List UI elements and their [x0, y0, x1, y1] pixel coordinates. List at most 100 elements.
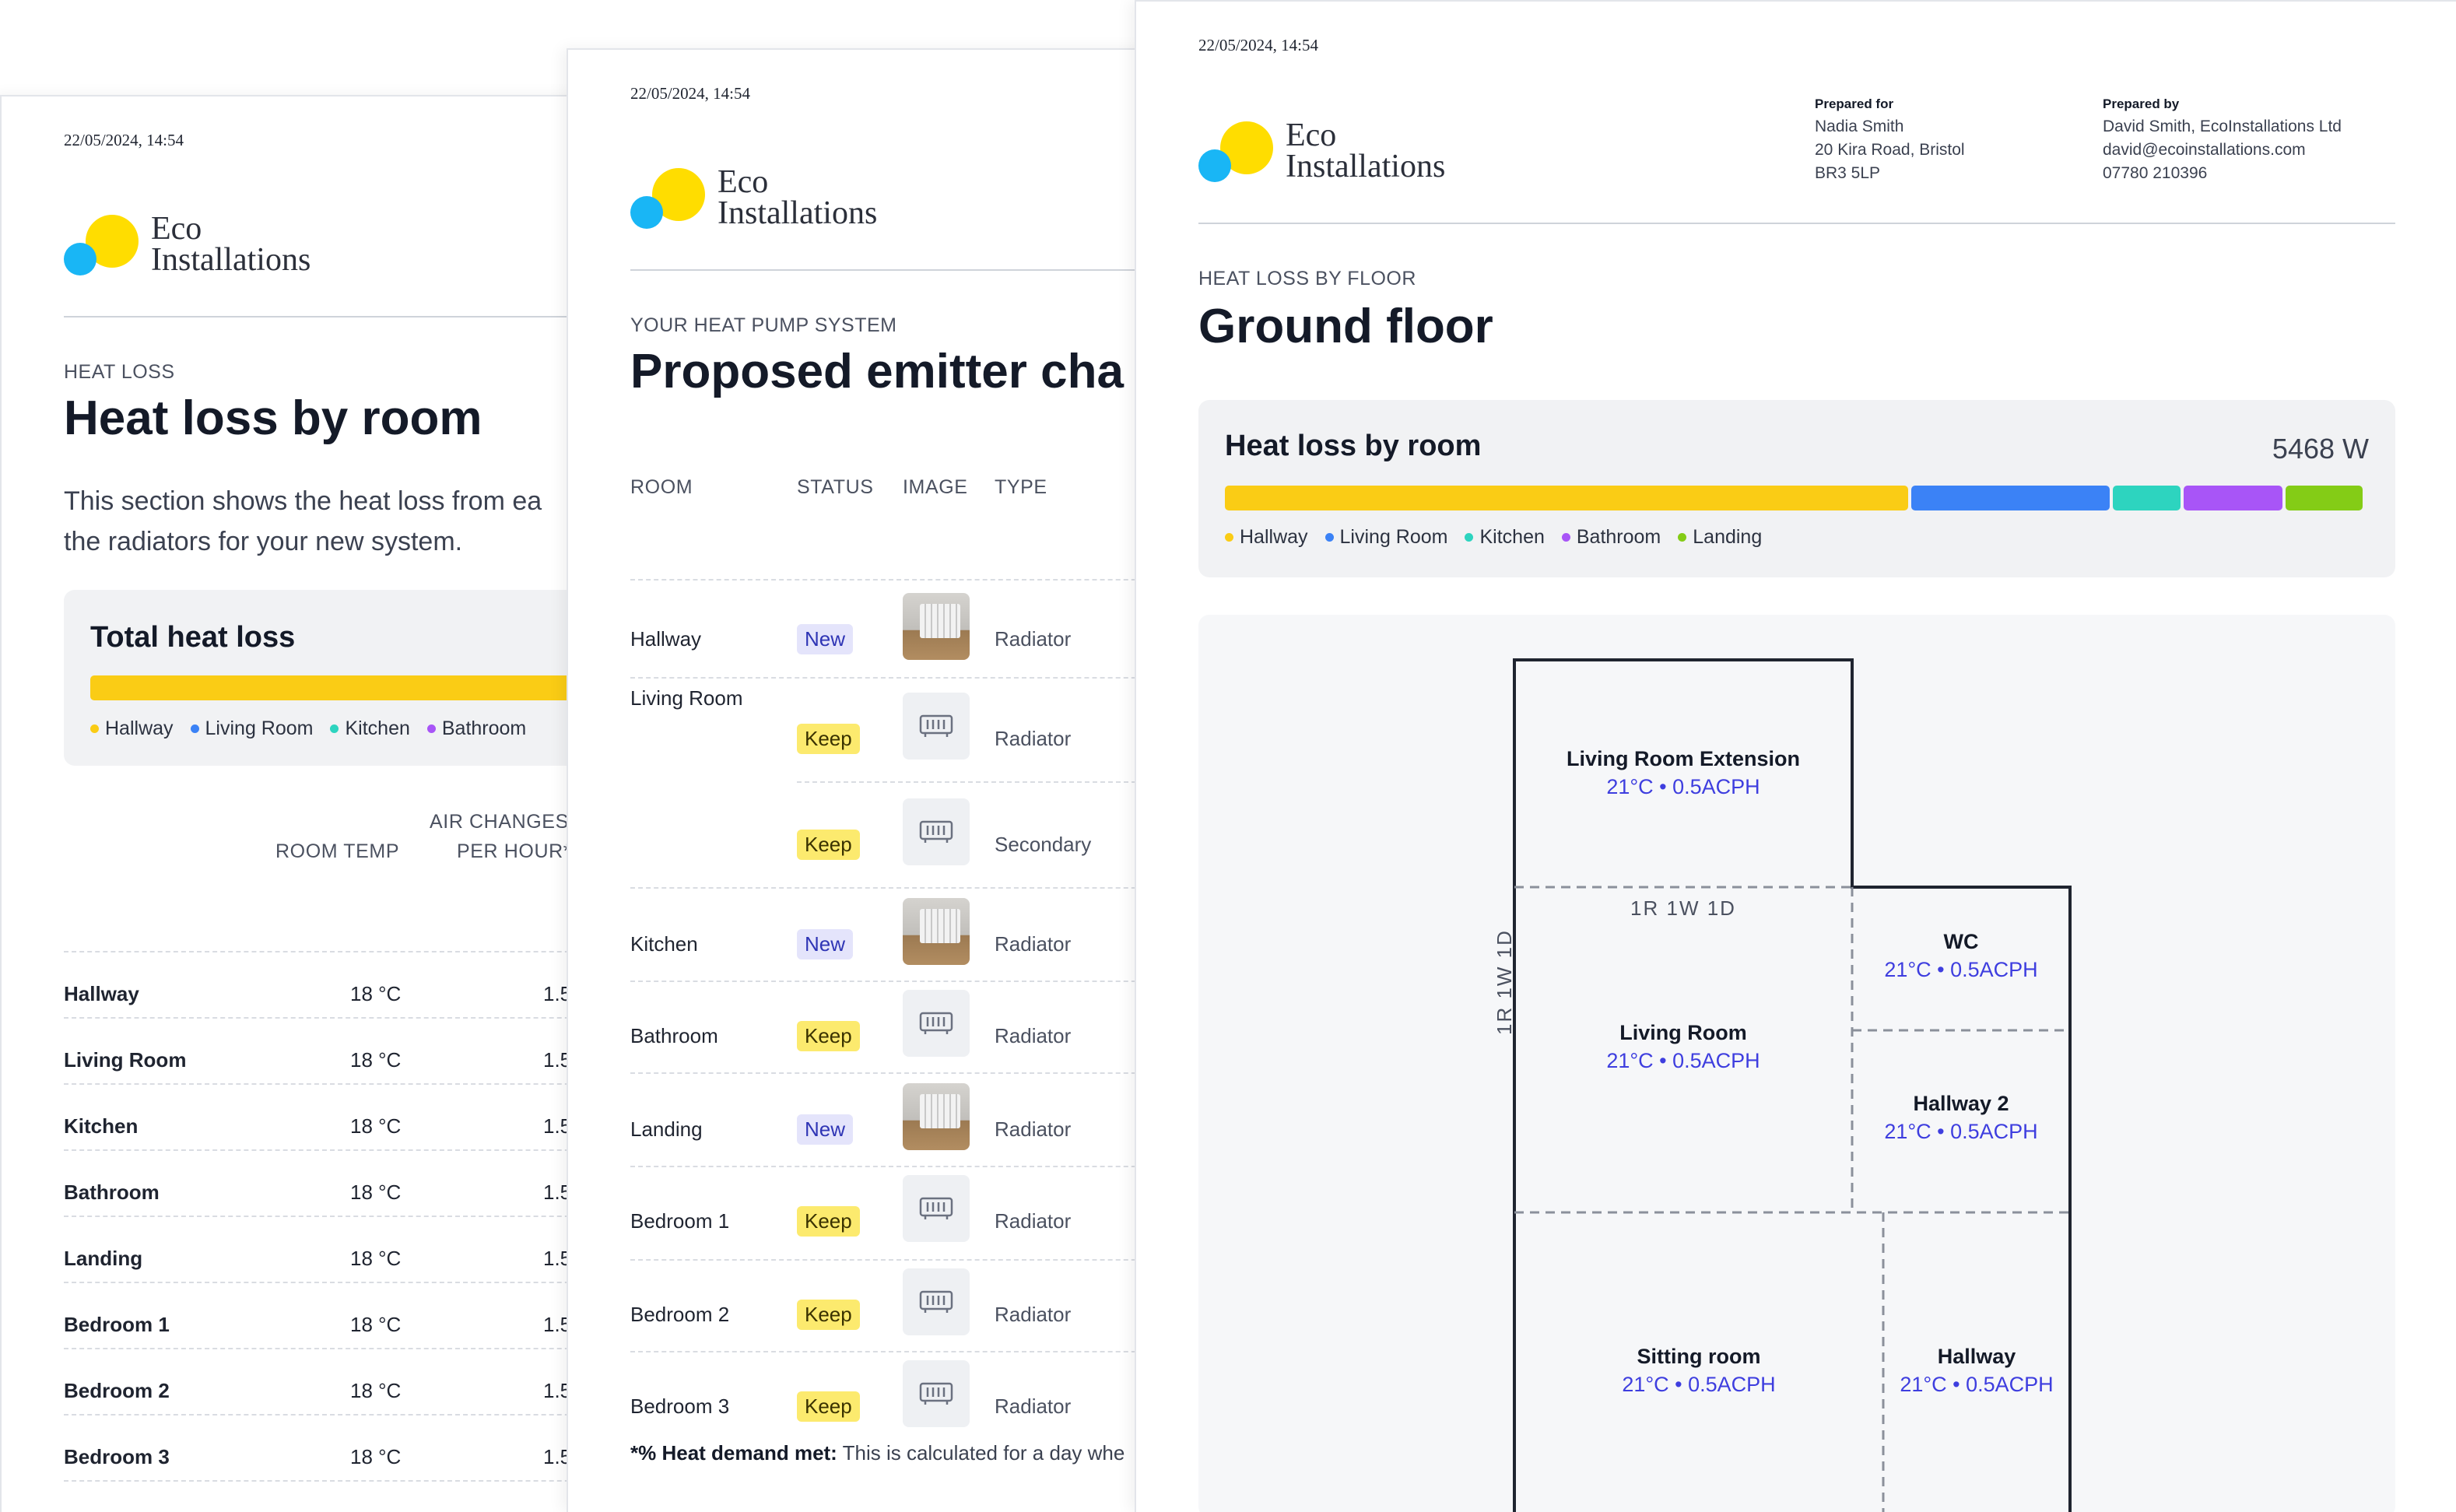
room-name: Bathroom: [630, 1024, 718, 1047]
room-temp: 18 °C: [350, 1313, 402, 1336]
room-temp: 18 °C: [350, 1247, 402, 1270]
row-divider: [630, 887, 1160, 889]
status-badge: Keep: [797, 830, 860, 860]
room-temp: 18 °C: [350, 982, 402, 1005]
room-meta: 21°C • 0.5ACPH: [1606, 1049, 1760, 1072]
status-badge: Keep: [797, 1206, 860, 1237]
room-name: Bedroom 2: [64, 1379, 170, 1402]
radiator-icon[interactable]: [903, 1360, 970, 1427]
status-badge: New: [797, 929, 854, 959]
prepared-for-details: Nadia Smith 20 Kira Road, Bristol BR3 5L…: [1815, 118, 1965, 182]
legend-item: Hallway: [90, 717, 174, 740]
card-title: Heat loss by room: [1225, 430, 1482, 462]
row-divider: [630, 1351, 1160, 1352]
col-header-room: ROOM: [630, 476, 693, 498]
floor-plan-walls: [1513, 658, 2072, 1512]
room-label-living-room-extension[interactable]: Living Room Extension: [1566, 747, 1801, 770]
row-divider: [630, 1166, 1160, 1167]
row-divider: [64, 1149, 593, 1151]
eco-installations-logo: Eco Installations: [64, 212, 344, 293]
bar-segment-hallway: [90, 675, 593, 700]
intro-text: This section shows the heat loss from ea…: [64, 486, 542, 556]
room-label-hallway-2[interactable]: Hallway 2: [1913, 1092, 2009, 1115]
status-badge: Keep: [797, 1300, 860, 1330]
col-header-room-temp: ROOM TEMP: [275, 840, 400, 862]
legend-item: Kitchen: [330, 717, 410, 740]
emitter-type: Secondary: [995, 833, 1092, 856]
emitter-type: Radiator: [995, 627, 1072, 651]
row-divider: [630, 579, 1160, 581]
page-title: Proposed emitter cha: [630, 345, 1124, 398]
room-name: Bathroom: [64, 1180, 160, 1204]
email-link[interactable]: david@ecoinstallations.com: [2103, 141, 2306, 159]
status-badge: New: [797, 1114, 854, 1145]
legend-item: Landing: [1678, 526, 1762, 549]
phone-number: 07780 210396: [2103, 164, 2208, 182]
legend-item: Bathroom: [1561, 526, 1661, 549]
bar-segment-kitchen: [2112, 486, 2181, 510]
emitter-type: Radiator: [995, 727, 1072, 750]
bar-segment-landing: [2286, 486, 2363, 510]
radiator-photo[interactable]: [903, 593, 970, 660]
header-divider: [1198, 223, 2395, 224]
row-divider: [64, 951, 593, 952]
room-name: Bedroom 3: [64, 1445, 170, 1468]
room-name: Bedroom 1: [630, 1209, 730, 1233]
room-name: Bedroom 2: [630, 1303, 730, 1326]
emitter-changes-page: 22/05/2024, 14:54 Eco Installations YOUR …: [567, 48, 1160, 1512]
col-header-air-line1: AIR CHANGES: [430, 811, 569, 833]
radiator-photo[interactable]: [903, 1083, 970, 1150]
section-kicker: YOUR HEAT PUMP SYSTEM: [630, 314, 897, 336]
row-divider: [797, 781, 1160, 783]
room-label-living-room[interactable]: Living Room: [1619, 1021, 1747, 1044]
room-name: Hallway: [64, 982, 139, 1005]
room-meta: 21°C • 0.5ACPH: [1884, 958, 2038, 981]
room-name: Landing: [64, 1247, 143, 1270]
header-divider: [630, 269, 1160, 271]
room-meta: 21°C • 0.5ACPH: [1606, 775, 1760, 798]
col-header-air-line2: PER HOUR*: [457, 840, 572, 862]
bar-segment-bathroom: [2183, 486, 2283, 510]
page-title: Heat loss by room: [64, 391, 482, 445]
heat-loss-stacked-bar: [1225, 486, 2367, 510]
room-label-hallway[interactable]: Hallway: [1937, 1345, 2016, 1368]
room-meta: 21°C • 0.5ACPH: [1900, 1373, 2054, 1396]
room-meta: 21°C • 0.5ACPH: [1622, 1373, 1776, 1396]
emitter-type: Radiator: [995, 1303, 1072, 1326]
floor-plan: Living Room Extension 21°C • 0.5ACPH 1R …: [1198, 615, 2395, 1512]
row-divider: [64, 1480, 593, 1482]
row-divider: [630, 677, 1160, 679]
radiator-photo[interactable]: [903, 898, 970, 965]
radiator-icon[interactable]: [903, 1175, 970, 1242]
room-temp: 18 °C: [350, 1180, 402, 1204]
bar-segment-hallway: [1225, 486, 1909, 510]
prepared-by-label: Prepared by: [2103, 96, 2180, 111]
col-header-image: IMAGE: [903, 476, 968, 498]
bar-legend: Hallway Living Room Kitchen Bathroom: [90, 717, 526, 740]
radiator-icon[interactable]: [903, 990, 970, 1057]
legend-item: Bathroom: [426, 717, 526, 740]
row-divider: [64, 1216, 593, 1217]
radiator-icon[interactable]: [903, 693, 970, 760]
col-header-status: STATUS: [797, 476, 874, 498]
prepared-for-label: Prepared for: [1815, 96, 1894, 111]
radiator-icon[interactable]: [903, 1268, 970, 1335]
room-label-wc[interactable]: WC: [1943, 930, 1979, 953]
status-badge: Keep: [797, 1391, 860, 1422]
timestamp: 22/05/2024, 14:54: [1198, 36, 1319, 54]
emitter-type: Radiator: [995, 1209, 1072, 1233]
room-label-sitting-room[interactable]: Sitting room: [1637, 1345, 1761, 1368]
radiator-icon[interactable]: [903, 798, 970, 865]
timestamp: 22/05/2024, 14:54: [630, 84, 751, 103]
row-divider: [630, 1259, 1160, 1261]
status-badge: Keep: [797, 724, 860, 754]
row-divider: [630, 1072, 1160, 1074]
col-header-type: TYPE: [995, 476, 1047, 498]
heat-loss-report-page: 22/05/2024, 14:54 Eco Installations HEAT …: [0, 95, 593, 1512]
legend-item: Living Room: [190, 717, 313, 740]
room-name: Kitchen: [64, 1114, 139, 1138]
header-divider: [64, 316, 593, 317]
wall-note-vertical: 1R 1W 1D: [1493, 929, 1516, 1035]
eco-installations-logo: Eco Installations: [630, 166, 910, 246]
room-name: Living Room: [630, 686, 743, 710]
